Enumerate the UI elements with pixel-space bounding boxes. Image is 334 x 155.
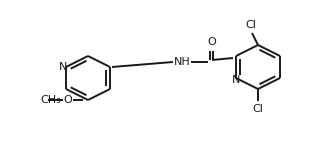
- Text: Cl: Cl: [245, 20, 257, 30]
- Text: Cl: Cl: [253, 104, 264, 114]
- Text: N: N: [232, 75, 240, 85]
- Text: O: O: [63, 95, 72, 105]
- Text: N: N: [59, 62, 67, 72]
- Text: NH: NH: [174, 57, 190, 67]
- Text: O: O: [208, 37, 216, 47]
- Text: CH₃: CH₃: [40, 95, 61, 105]
